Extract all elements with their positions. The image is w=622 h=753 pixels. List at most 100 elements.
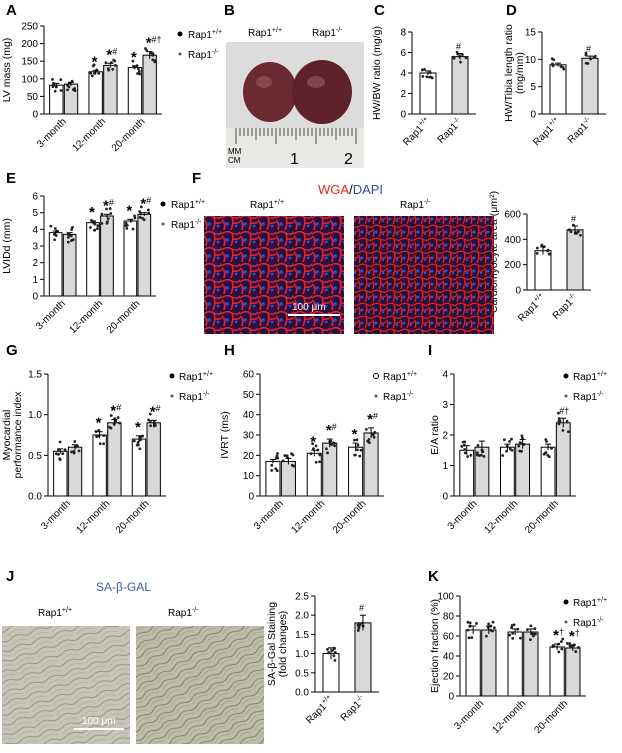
dot-K-0-0-3 [466,620,470,624]
dot-H-1-1-7 [332,442,336,445]
dot-A-0-1-3 [73,87,76,90]
dot-K-0-1-7 [493,626,496,630]
bar-K-1-0 [507,631,523,697]
dot-H-0-0-1 [270,469,274,472]
ruler-ticks [235,128,357,144]
dot-C-0-0-7 [429,75,433,79]
y-axis-label-D: HW/Tibia length ratio [503,24,515,122]
chart-ea-ratio: 0 1 2 3 4 E/A ratio 3-month 12-month #† 20-month [429,370,576,536]
x-tick-label-D-0: Rap1+/+ [531,116,564,149]
heart-wt-highlight [256,76,272,88]
dot-I-0-0-2 [469,453,473,457]
panel-label-k: K [428,568,439,585]
dot-C-1-0-6 [464,56,468,60]
y-tick-label-F-3: 600 [504,210,521,221]
y-axis-label-E: LVIDd (mm) [1,218,13,274]
legend-h-wt: Rap1+/+ [383,371,417,383]
chart-hw-bw: 0 2 4 6 8 HW/BW ratio (mg/g) Rap1+/+ # Rap1-/- [371,26,476,148]
dot-H-0-1-0 [281,459,285,463]
dot-K-0-1-6 [491,620,495,624]
bar-A-1-0 [88,71,103,115]
dot-H-2-0-6 [353,453,356,457]
bar-J-1-0 [354,622,372,693]
y-tick-label-J-3: 1.5 [295,630,309,641]
sig-mark-A-1-0: * [92,53,98,70]
y-tick-label-I-3: 3 [442,400,448,411]
dot-A-0-0-0 [59,78,63,82]
legend-e-wt-dot [160,201,166,207]
legend-k-ko: Rap1-/- [573,617,604,629]
dot-G-0-0-2 [63,448,67,452]
x-tick-label-G-1: 12-month [74,498,112,536]
ruler [226,128,364,168]
bar-I-2-1 [555,422,571,497]
dot-J-0-0-2 [333,651,337,654]
dot-E-0-1-6 [70,228,73,231]
y-axis-label-G-2: performance index [12,391,24,479]
y-tick-label-A-2: 100 [21,74,38,85]
x-tick-label-sup: -/- [452,115,462,125]
x-tick-label-sup: +/+ [547,116,559,128]
dot-G-0-0-6 [57,453,60,456]
sig-star: * [106,46,112,63]
bar-K-2-1 [565,647,581,697]
legend-a-wt: Rap1+/+ [188,29,222,41]
bar-G-2-1 [146,422,161,497]
dot-G-1-0-0 [102,434,106,438]
x-tick-label-H-2: 20-month [331,498,369,536]
dot-H-2-1-4 [367,438,371,441]
legend-e: Rap1+/+ Rap1-/- [160,199,205,231]
dot-K-2-0-7 [551,645,555,649]
dot-I-2-0-5 [545,440,548,443]
x-tick-label-H-1: 12-month [289,498,327,536]
dot-I-2-1-7 [557,417,561,420]
y-tick-label-H-0: 0 [248,492,254,503]
dot-C-0-0-5 [425,75,429,79]
x-tick-label-E-2: 20-month [105,298,143,334]
dot-K-2-1-5 [577,646,580,649]
sig-mark-J-1-0: # [359,603,364,613]
dot-E-0-0-2 [49,224,53,228]
x-tick-label-sup: -/- [355,693,365,703]
dot-A-1-0-3 [91,64,95,68]
dot-D-0-0-4 [551,64,555,68]
legend-g-ko: Rap1-/- [179,391,210,403]
micrograph-wt [204,216,344,334]
x-tick-label-K-0: 3-month [452,698,486,732]
dot-A-0-0-1 [53,89,57,93]
dot-K-2-1-7 [568,642,572,645]
dot-D-0-0-7 [552,58,556,62]
y-tick-label-E-3: 3 [32,242,38,253]
sig-superscript: # [116,403,121,413]
legend-e-wt: Rap1+/+ [171,199,205,211]
dot-G-2-1-7 [147,418,151,422]
dot-K-1-0-3 [510,626,513,630]
panel-j-micrographs: Rap1+/+ Rap1-/- 100 μm [2,607,264,744]
dot-G-1-0-6 [95,435,99,439]
dot-F-1-0-4 [569,230,573,234]
bar-K-2-0 [549,646,565,697]
dot-C-0-0-2 [421,75,425,78]
y-tick-label-I-0: 0 [442,492,448,503]
panel-label-f: F [192,170,202,187]
dot-H-2-0-5 [356,443,360,447]
bar-G-1-1 [107,422,122,497]
dot-K-0-0-6 [466,628,470,632]
y-axis-label-C: HW/BW ratio (mg/g) [371,26,383,120]
dot-A-2-1-4 [151,58,155,62]
dot-G-1-0-7 [97,428,101,432]
y-tick-label-E-0: 0 [32,292,38,303]
dot-G-1-1-3 [118,421,121,425]
x-tick-label-sup: -/- [582,115,592,125]
bar-E-1-1 [100,215,114,297]
dot-E-2-1-3 [138,216,142,219]
dot-G-2-1-5 [149,424,153,428]
panel-label-d: D [506,2,517,19]
sig-mark-K-2-1: *† [569,628,580,645]
panel-label-h: H [224,342,235,359]
dot-I-1-1-7 [519,441,523,445]
micrograph-ko [354,216,494,334]
dot-E-2-1-2 [139,205,143,209]
y-tick-label-J-5: 2.5 [295,592,309,603]
dot-H-1-0-1 [318,460,322,464]
